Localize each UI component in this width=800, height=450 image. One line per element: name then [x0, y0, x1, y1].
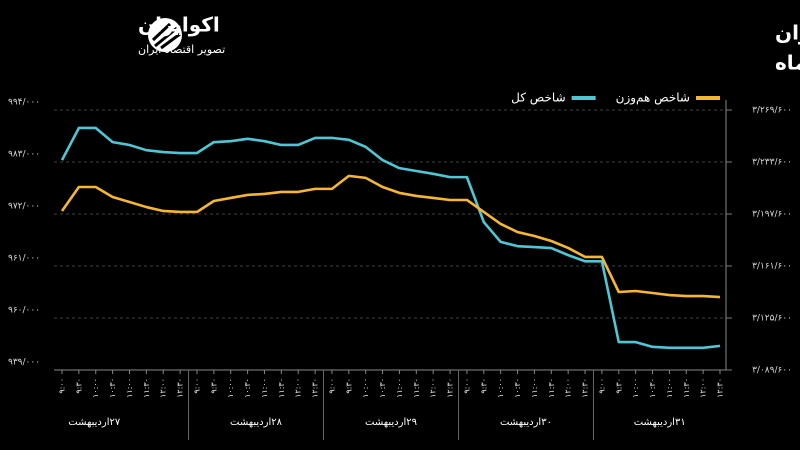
x-tick-label: ۹:۳۰: [209, 378, 218, 394]
x-tick-label: ۱۰:۳۰: [648, 378, 657, 398]
x-tick-label: ۹:۳۰: [344, 378, 353, 394]
y-tick-label: ۹۷۲/۰۰۰: [8, 202, 40, 212]
x-tick-label: ۱۰:۳۰: [108, 378, 117, 398]
group-label: ۲۸اردیبهشت: [230, 417, 283, 428]
x-tick-label: ۱۰:۳۰: [243, 378, 252, 398]
x-tick-label: ۱۲:۰۰: [159, 378, 168, 398]
x-tick-label: ۹:۰۰: [462, 378, 471, 394]
y2-tick-label: ۳/۲۶۹/۶۰۰: [752, 106, 792, 116]
y2-tick-label: ۳/۱۲۵/۶۰۰: [752, 314, 792, 324]
x-tick-label: ۹:۳۰: [74, 378, 83, 394]
legend-label: شاخص کل: [511, 91, 565, 106]
x-tick-label: ۱۰:۰۰: [361, 378, 370, 398]
group-label: ۳۰اردیبهشت: [500, 417, 552, 428]
legend-label: شاخص هم‌وزن: [616, 91, 690, 106]
y-tick-label: ۹۹۴/۰۰۰: [8, 98, 40, 108]
x-tick-label: ۱۱:۳۰: [142, 378, 151, 398]
x-tick-label: ۱۰:۳۰: [378, 378, 387, 398]
x-tick-label: ۱۱:۳۰: [682, 378, 691, 398]
series-line: [60, 126, 721, 350]
x-tick-label: ۱۰:۰۰: [496, 378, 505, 398]
x-tick-label: ۱۰:۰۰: [91, 378, 100, 398]
x-tick-label: ۱۲:۰۰: [564, 378, 573, 398]
y-tick-label: ۹۶۱/۰۰۰: [8, 254, 40, 264]
y-tick-label: ۹۶۰/۰۰۰: [8, 306, 40, 316]
chart-subtitle: در آخرین هفته اردیبهشت ماه: [775, 50, 800, 75]
x-tick-label: ۹:۰۰: [597, 378, 606, 394]
x-tick-label: ۱۱:۳۰: [547, 378, 556, 398]
x-tick-label: ۱۰:۰۰: [226, 378, 235, 398]
x-tick-label: ۱۲:۳۰: [311, 378, 320, 398]
x-tick-label: ۹:۳۰: [479, 378, 488, 394]
x-tick-label: ۱۲:۳۰: [716, 378, 725, 398]
x-tick-label: ۱۱:۰۰: [530, 378, 539, 398]
chart-title: روند ساعتی شاخص کل و هم‌وزن بورس تهران: [775, 21, 800, 45]
x-tick-label: ۱۲:۳۰: [581, 378, 590, 398]
group-label: ۲۹اردیبهشت: [365, 417, 417, 428]
x-tick-label: ۹:۳۰: [614, 378, 623, 394]
x-tick-label: ۱۰:۳۰: [513, 378, 522, 398]
x-tick-label: ۱۱:۰۰: [260, 378, 269, 398]
x-tick-label: ۱۲:۰۰: [294, 378, 303, 398]
y2-tick-label: ۳/۱۹۷/۶۰۰: [752, 210, 792, 220]
x-tick-label: ۱۲:۰۰: [699, 378, 708, 398]
x-tick-label: ۱۰:۰۰: [631, 378, 640, 398]
group-label: ۳۱اردیبهشت: [634, 417, 686, 428]
brand-tagline: تصویر اقتصاد ایران: [138, 43, 225, 56]
group-label: ۲۷اردیبهشت: [68, 417, 121, 428]
x-tick-label: ۹:۰۰: [327, 378, 336, 394]
y2-tick-label: ۳/۲۳۳/۶۰۰: [752, 158, 792, 168]
x-tick-label: ۱۱:۳۰: [277, 378, 286, 398]
series-line: [60, 174, 721, 299]
x-tick-label: ۱۱:۰۰: [665, 378, 674, 398]
x-tick-label: ۱۲:۳۰: [176, 378, 185, 398]
x-tick-label: ۱۱:۰۰: [395, 378, 404, 398]
y2-tick-label: ۳/۱۶۱/۶۰۰: [752, 262, 792, 272]
x-tick-label: ۱۲:۳۰: [446, 378, 455, 398]
y-tick-label: ۹۳۹/۰۰۰: [8, 358, 40, 368]
y2-tick-label: ۳/۰۸۹/۶۰۰: [752, 366, 792, 376]
logo: [148, 18, 182, 52]
x-tick-label: ۱۱:۳۰: [412, 378, 421, 398]
x-tick-label: ۹:۰۰: [192, 378, 201, 394]
x-tick-label: ۹:۰۰: [58, 378, 67, 394]
x-tick-label: ۱۱:۰۰: [125, 378, 134, 398]
y-tick-label: ۹۸۳/۰۰۰: [8, 150, 40, 160]
brand-name: اکوایران: [138, 13, 220, 37]
x-tick-label: ۱۲:۰۰: [429, 378, 438, 398]
